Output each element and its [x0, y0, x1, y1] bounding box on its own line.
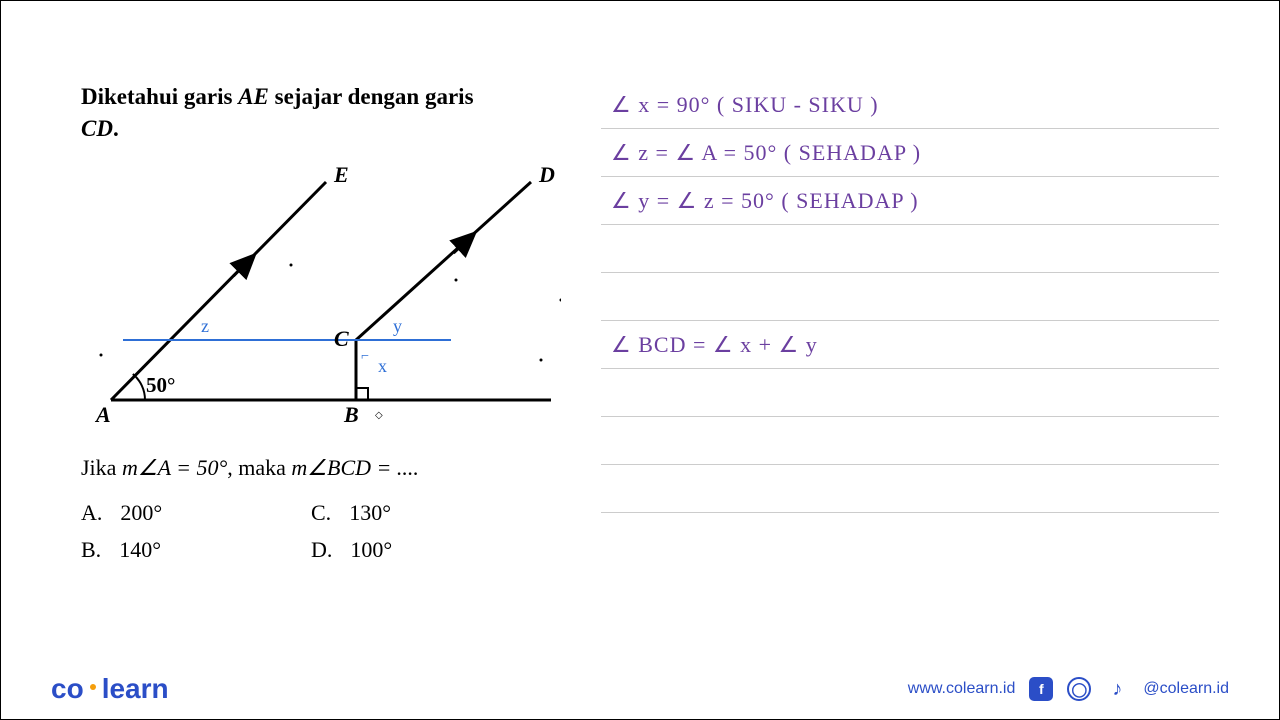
footer-url: www.colearn.id — [908, 680, 1016, 698]
work-line: ∠ y = ∠ z = 50° ( SEHADAP ) — [601, 177, 1219, 225]
footer-links: www.colearn.id f ◯ ♪ @colearn.id — [908, 677, 1229, 701]
work-line — [601, 369, 1219, 417]
option-d: D.100° — [311, 531, 541, 568]
work-line: ∠ x = 90° ( SIKU - SIKU ) — [601, 81, 1219, 129]
svg-text:z: z — [201, 316, 209, 336]
handwritten-text: ∠ BCD = ∠ x + ∠ y — [611, 332, 818, 358]
svg-text:D: D — [538, 162, 555, 187]
question-text: Diketahui garis AE sejajar dengan garisC… — [81, 81, 541, 145]
work-line: ∠ z = ∠ A = 50° ( SEHADAP ) — [601, 129, 1219, 177]
logo-dot-icon — [90, 684, 96, 690]
instagram-icon: ◯ — [1067, 677, 1091, 701]
facebook-icon: f — [1029, 677, 1053, 701]
svg-text:B: B — [343, 402, 359, 427]
geometry-diagram: 50° A B C D Ez yx ⌐ ◇ — [81, 160, 561, 440]
tiktok-icon: ♪ — [1105, 677, 1129, 701]
footer-handle: @colearn.id — [1143, 680, 1229, 698]
svg-text:x: x — [378, 356, 387, 376]
question-prompt: Jika m∠A = 50°, maka m∠BCD = .... — [81, 450, 541, 485]
svg-text:⌐: ⌐ — [361, 349, 369, 364]
work-line — [601, 465, 1219, 513]
answer-options: A.200° C.130° B.140° D.100° — [81, 494, 541, 569]
svg-text:◇: ◇ — [375, 410, 383, 421]
work-line — [601, 225, 1219, 273]
work-line: ∠ BCD = ∠ x + ∠ y — [601, 321, 1219, 369]
svg-text:50°: 50° — [146, 373, 175, 397]
handwritten-text: ∠ z = ∠ A = 50° ( SEHADAP ) — [611, 140, 921, 166]
handwritten-text: ∠ y = ∠ z = 50° ( SEHADAP ) — [611, 188, 919, 214]
option-c: C.130° — [311, 494, 541, 531]
worked-solution: ∠ x = 90° ( SIKU - SIKU ) ∠ z = ∠ A = 50°… — [581, 81, 1219, 621]
option-b: B.140° — [81, 531, 311, 568]
svg-text:y: y — [393, 316, 402, 336]
svg-text:E: E — [333, 162, 349, 187]
question-panel: Diketahui garis AE sejajar dengan garisC… — [81, 81, 581, 621]
work-line — [601, 417, 1219, 465]
svg-text:C: C — [334, 326, 349, 351]
brand-logo: colearn — [51, 673, 169, 705]
footer: colearn www.colearn.id f ◯ ♪ @colearn.id — [1, 659, 1279, 719]
work-line — [601, 273, 1219, 321]
svg-text:A: A — [94, 402, 111, 427]
handwritten-text: ∠ x = 90° ( SIKU - SIKU ) — [611, 92, 879, 118]
option-a: A.200° — [81, 494, 311, 531]
